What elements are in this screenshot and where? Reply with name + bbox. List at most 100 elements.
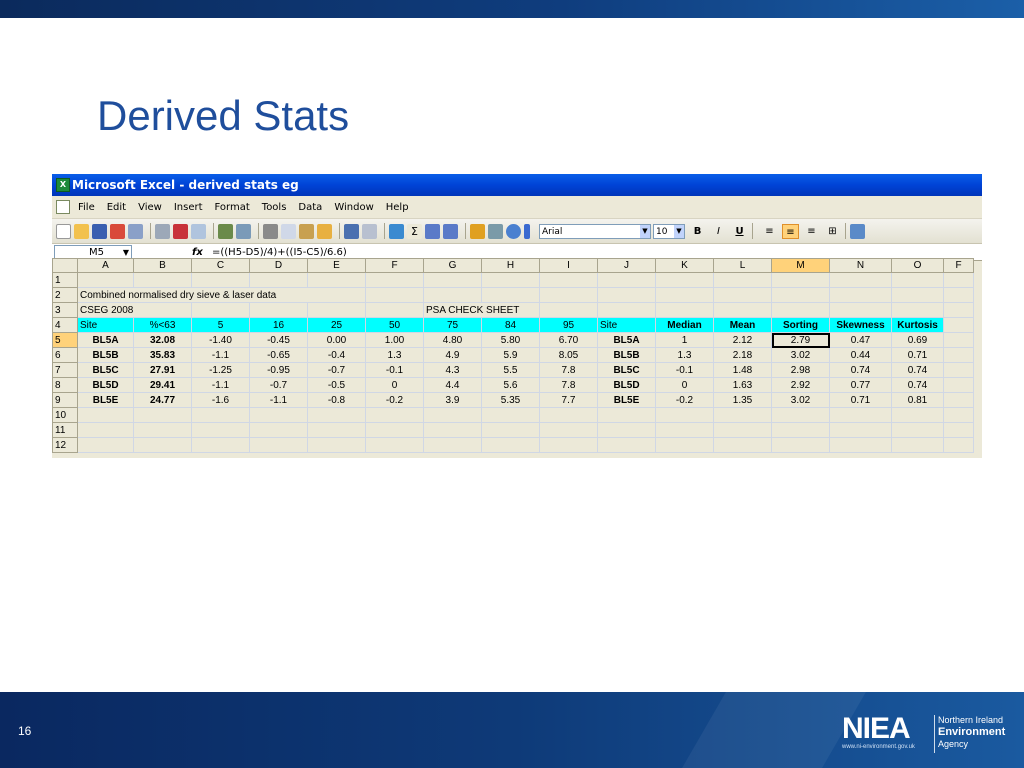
row-header[interactable]: 6 (52, 347, 78, 363)
table-cell[interactable]: 3.02 (771, 347, 830, 363)
table-cell[interactable]: 4.3 (423, 362, 482, 378)
table-cell[interactable]: 1 (655, 332, 714, 348)
table-cell[interactable]: BL5C (77, 362, 134, 378)
table-cell[interactable]: BL5A (77, 332, 134, 348)
column-header[interactable]: H (481, 258, 540, 273)
table-cell[interactable]: -0.95 (249, 362, 308, 378)
new-icon[interactable] (56, 223, 71, 239)
table-cell[interactable]: -0.65 (249, 347, 308, 363)
workbook-icon[interactable] (56, 200, 70, 214)
table-header-cell[interactable]: Mean (713, 317, 772, 333)
row-header[interactable]: 9 (52, 392, 78, 408)
table-cell[interactable]: 3.02 (771, 392, 830, 408)
table-header-cell[interactable]: Kurtosis (891, 317, 944, 333)
drawing-icon[interactable] (488, 223, 503, 239)
research-book-icon[interactable] (236, 223, 251, 239)
cut-icon[interactable] (263, 223, 278, 239)
table-cell[interactable]: 2.12 (713, 332, 772, 348)
table-header-cell[interactable]: 75 (423, 317, 482, 333)
open-icon[interactable] (74, 223, 89, 239)
toolbar-options-icon[interactable] (524, 223, 530, 239)
table-cell[interactable]: 5.80 (481, 332, 540, 348)
row-header[interactable]: 3 (52, 302, 78, 318)
table-header-cell[interactable]: Sorting (771, 317, 830, 333)
table-header-cell[interactable]: Site (597, 317, 656, 333)
column-header[interactable]: J (597, 258, 656, 273)
table-header-cell[interactable]: 5 (191, 317, 250, 333)
research-icon[interactable] (173, 223, 188, 239)
table-cell[interactable]: 1.35 (713, 392, 772, 408)
table-cell[interactable]: BL5E (77, 392, 134, 408)
table-cell[interactable]: BL5A (597, 332, 656, 348)
help-icon[interactable] (506, 223, 521, 239)
table-cell[interactable]: BL5B (77, 347, 134, 363)
table-cell[interactable]: 1.3 (365, 347, 424, 363)
row-header[interactable]: 12 (52, 437, 78, 453)
table-cell[interactable]: 2.98 (771, 362, 830, 378)
name-box[interactable]: M5 ▼ (54, 245, 132, 259)
autosum-icon[interactable]: Σ (407, 223, 422, 239)
chart-wizard-icon[interactable] (470, 223, 485, 239)
row-header[interactable]: 7 (52, 362, 78, 378)
table-cell[interactable]: 0.47 (829, 332, 892, 348)
merge-center-icon[interactable]: ⊞ (828, 225, 837, 237)
table-cell[interactable]: 32.08 (133, 332, 192, 348)
table-cell[interactable]: -0.7 (307, 362, 366, 378)
table-cell[interactable]: 1.3 (655, 347, 714, 363)
column-header[interactable]: K (655, 258, 714, 273)
sort-ascending-icon[interactable] (425, 223, 440, 239)
permission-icon[interactable] (110, 223, 125, 239)
table-cell[interactable]: 0.69 (891, 332, 944, 348)
table-cell[interactable]: -0.4 (307, 347, 366, 363)
format-painter-icon[interactable] (317, 223, 332, 239)
chevron-down-icon[interactable]: ▼ (122, 248, 129, 257)
menu-file[interactable]: File (78, 201, 95, 213)
table-cell[interactable]: 35.83 (133, 347, 192, 363)
table-cell[interactable]: 4.9 (423, 347, 482, 363)
table-cell[interactable]: 29.41 (133, 377, 192, 393)
column-header[interactable]: L (713, 258, 772, 273)
table-cell[interactable]: 0 (655, 377, 714, 393)
table-cell[interactable]: BL5C (597, 362, 656, 378)
menu-edit[interactable]: Edit (106, 201, 127, 213)
row-header[interactable]: 1 (52, 272, 78, 288)
chevron-down-icon[interactable]: ▼ (640, 224, 650, 238)
table-cell[interactable]: -1.6 (191, 392, 250, 408)
column-header[interactable]: F (365, 258, 424, 273)
column-header[interactable]: N (829, 258, 892, 273)
table-header-cell[interactable]: 16 (249, 317, 308, 333)
table-cell[interactable]: 7.8 (539, 377, 598, 393)
column-header[interactable]: G (423, 258, 482, 273)
table-cell[interactable]: -0.1 (655, 362, 714, 378)
table-header-cell[interactable]: 84 (481, 317, 540, 333)
table-header-cell[interactable]: 25 (307, 317, 366, 333)
table-cell[interactable]: 2.92 (771, 377, 830, 393)
cell-a2[interactable]: Combined normalised dry sieve & laser da… (77, 287, 366, 303)
table-cell[interactable]: BL5B (597, 347, 656, 363)
print-icon[interactable] (155, 223, 170, 239)
spelling-icon[interactable] (218, 223, 233, 239)
table-cell[interactable]: -0.1 (365, 362, 424, 378)
cell-g3[interactable]: PSA CHECK SHEET (423, 302, 540, 318)
table-header-cell[interactable]: 50 (365, 317, 424, 333)
table-cell[interactable]: -0.8 (307, 392, 366, 408)
column-header[interactable]: M (771, 258, 830, 273)
menu-insert[interactable]: Insert (173, 201, 203, 213)
table-header-cell[interactable]: 95 (539, 317, 598, 333)
table-cell[interactable]: 0.71 (891, 347, 944, 363)
column-header[interactable]: C (191, 258, 250, 273)
save-icon[interactable] (92, 223, 107, 239)
select-all-corner[interactable] (52, 258, 78, 273)
table-cell[interactable]: 5.35 (481, 392, 540, 408)
table-cell[interactable]: -1.1 (249, 392, 308, 408)
table-cell[interactable]: 0.00 (307, 332, 366, 348)
table-cell[interactable]: -0.2 (655, 392, 714, 408)
table-cell[interactable]: 1.00 (365, 332, 424, 348)
hyperlink-icon[interactable] (389, 223, 404, 239)
chevron-down-icon[interactable]: ▼ (674, 224, 684, 238)
table-cell[interactable]: -0.2 (365, 392, 424, 408)
email-icon[interactable] (128, 223, 143, 239)
menu-data[interactable]: Data (298, 201, 323, 213)
table-header-cell[interactable]: Median (655, 317, 714, 333)
table-cell[interactable]: BL5D (77, 377, 134, 393)
